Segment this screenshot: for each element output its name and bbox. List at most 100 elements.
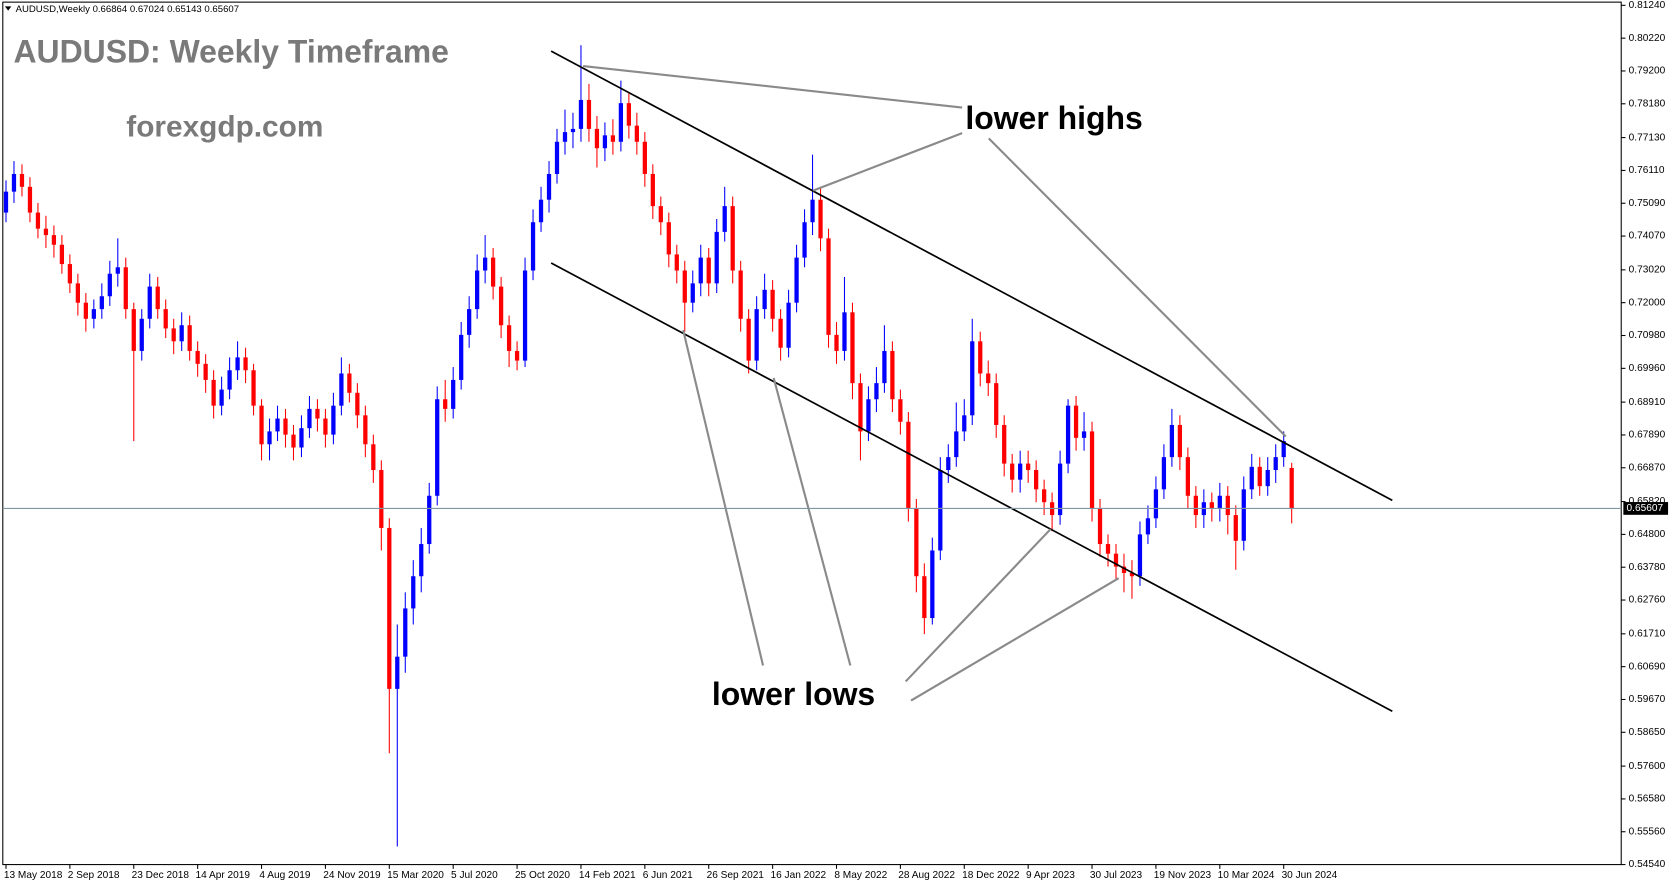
candle-body — [403, 608, 408, 657]
axis-layer: 0.81240 0.80220 0.79200 0.78180 0.77130 0.761… — [4, 0, 1666, 881]
candle-body — [171, 328, 176, 342]
candle-body — [986, 373, 991, 384]
candle-body — [890, 350, 895, 400]
candle-body — [650, 173, 655, 207]
candle-body — [490, 257, 496, 287]
current-price-label: 0.65607 — [1627, 503, 1664, 514]
candle-body — [794, 257, 799, 303]
candle-body — [682, 270, 687, 303]
candle-body — [906, 421, 911, 509]
candle-body — [283, 418, 288, 435]
current-price-box — [1623, 502, 1669, 515]
candle-body — [251, 370, 256, 406]
candle-body — [155, 286, 160, 310]
candle-body — [147, 286, 152, 319]
candle-body — [1057, 463, 1063, 516]
y-tick-label: 0.62760 — [1629, 595, 1666, 606]
candle-body — [1193, 495, 1198, 516]
candle-body — [1145, 518, 1151, 535]
candle-layer — [3, 45, 1294, 847]
candle-body — [187, 325, 192, 351]
x-tick-label: 26 Sep 2021 — [707, 870, 765, 881]
pointer-lines — [582, 64, 1287, 702]
candle-body — [1081, 431, 1087, 438]
candle-body — [1257, 466, 1262, 487]
candle-body — [554, 141, 560, 174]
candle-body — [275, 418, 280, 432]
candle-body — [59, 244, 65, 265]
candle-body — [1129, 573, 1135, 577]
candle-body — [323, 418, 328, 435]
candle-body — [179, 325, 184, 342]
candle-body — [1249, 466, 1254, 490]
candle-body — [235, 357, 240, 371]
candle-body — [738, 270, 743, 319]
pointer — [812, 132, 963, 192]
candle-body — [483, 257, 488, 271]
candle-body — [978, 341, 983, 374]
candle-body — [754, 309, 759, 361]
candle-body — [586, 99, 592, 129]
y-tick-label: 0.59670 — [1629, 694, 1666, 705]
candle-body — [610, 135, 616, 142]
y-tick-label: 0.79200 — [1629, 66, 1666, 77]
candle-body — [1153, 489, 1159, 519]
candle-body — [730, 206, 735, 271]
candle-body — [35, 212, 41, 229]
candle-body — [714, 231, 719, 284]
candle-body — [27, 186, 33, 213]
candle-body — [834, 334, 839, 351]
candle-body — [722, 206, 727, 232]
y-tick-label: 0.81240 — [1629, 0, 1666, 11]
x-tick-label: 6 Jun 2021 — [643, 870, 693, 881]
y-tick-label: 0.66870 — [1629, 462, 1666, 473]
candle-body — [498, 286, 504, 326]
x-tick-label: 4 Aug 2019 — [259, 870, 311, 881]
candle-body — [1241, 489, 1246, 541]
candle-body — [1113, 553, 1119, 567]
y-tick-label: 0.76110 — [1629, 165, 1665, 176]
annotation: lower lows — [712, 676, 875, 712]
candle-body — [602, 135, 608, 149]
x-tick-label: 2 Sep 2018 — [68, 870, 120, 881]
candle-body — [123, 267, 128, 310]
candle-body — [522, 270, 528, 361]
candle-body — [227, 370, 232, 390]
candle-body — [1065, 405, 1071, 464]
upper-channel — [550, 50, 1393, 502]
candle-body — [1105, 544, 1111, 554]
candle-body — [882, 350, 887, 384]
y-tick-label: 0.75090 — [1629, 198, 1666, 209]
candle-body — [467, 309, 472, 335]
candle-body — [299, 428, 304, 448]
candle-body — [514, 350, 520, 361]
candle-body — [1018, 463, 1023, 480]
candle-body — [1209, 502, 1214, 509]
symbol-header: AUDUSD,Weekly 0.66864 0.67024 0.65143 0.… — [16, 4, 239, 15]
candle-body — [1041, 489, 1047, 503]
pointer — [682, 329, 765, 666]
candle-body — [770, 289, 775, 319]
candle-body — [898, 399, 903, 422]
x-tick-label: 9 Apr 2023 — [1026, 870, 1075, 881]
candle-body — [43, 228, 49, 236]
candle-body — [427, 495, 432, 545]
y-tick-label: 0.68910 — [1629, 397, 1666, 408]
candle-body — [131, 309, 136, 351]
candle-body — [642, 141, 647, 174]
candle-body — [1225, 495, 1230, 516]
candle-body — [67, 264, 73, 284]
candle-body — [530, 222, 536, 271]
candle-body — [195, 350, 200, 364]
lower-channel — [550, 262, 1393, 713]
y-tick-label: 0.65820 — [1629, 496, 1666, 507]
candle-body — [698, 257, 703, 284]
candle-body — [91, 309, 96, 319]
candle-body — [1289, 467, 1294, 509]
candle-body — [339, 373, 344, 406]
x-tick-label: 25 Oct 2020 — [515, 870, 570, 881]
y-tick-label: 0.55560 — [1629, 826, 1666, 837]
candle-body — [291, 434, 296, 448]
candle-body — [475, 270, 480, 310]
candle-body — [1217, 495, 1222, 509]
